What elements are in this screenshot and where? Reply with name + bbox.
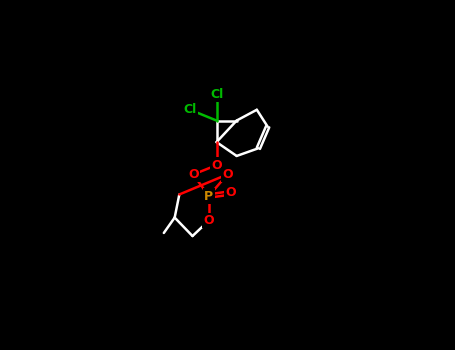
Text: O: O — [211, 159, 222, 172]
Text: O: O — [188, 168, 198, 181]
Text: Cl: Cl — [183, 103, 197, 116]
Text: P: P — [204, 189, 213, 203]
Text: Cl: Cl — [210, 88, 223, 101]
Text: O: O — [225, 187, 236, 199]
Text: O: O — [222, 168, 233, 181]
Text: O: O — [203, 214, 214, 227]
